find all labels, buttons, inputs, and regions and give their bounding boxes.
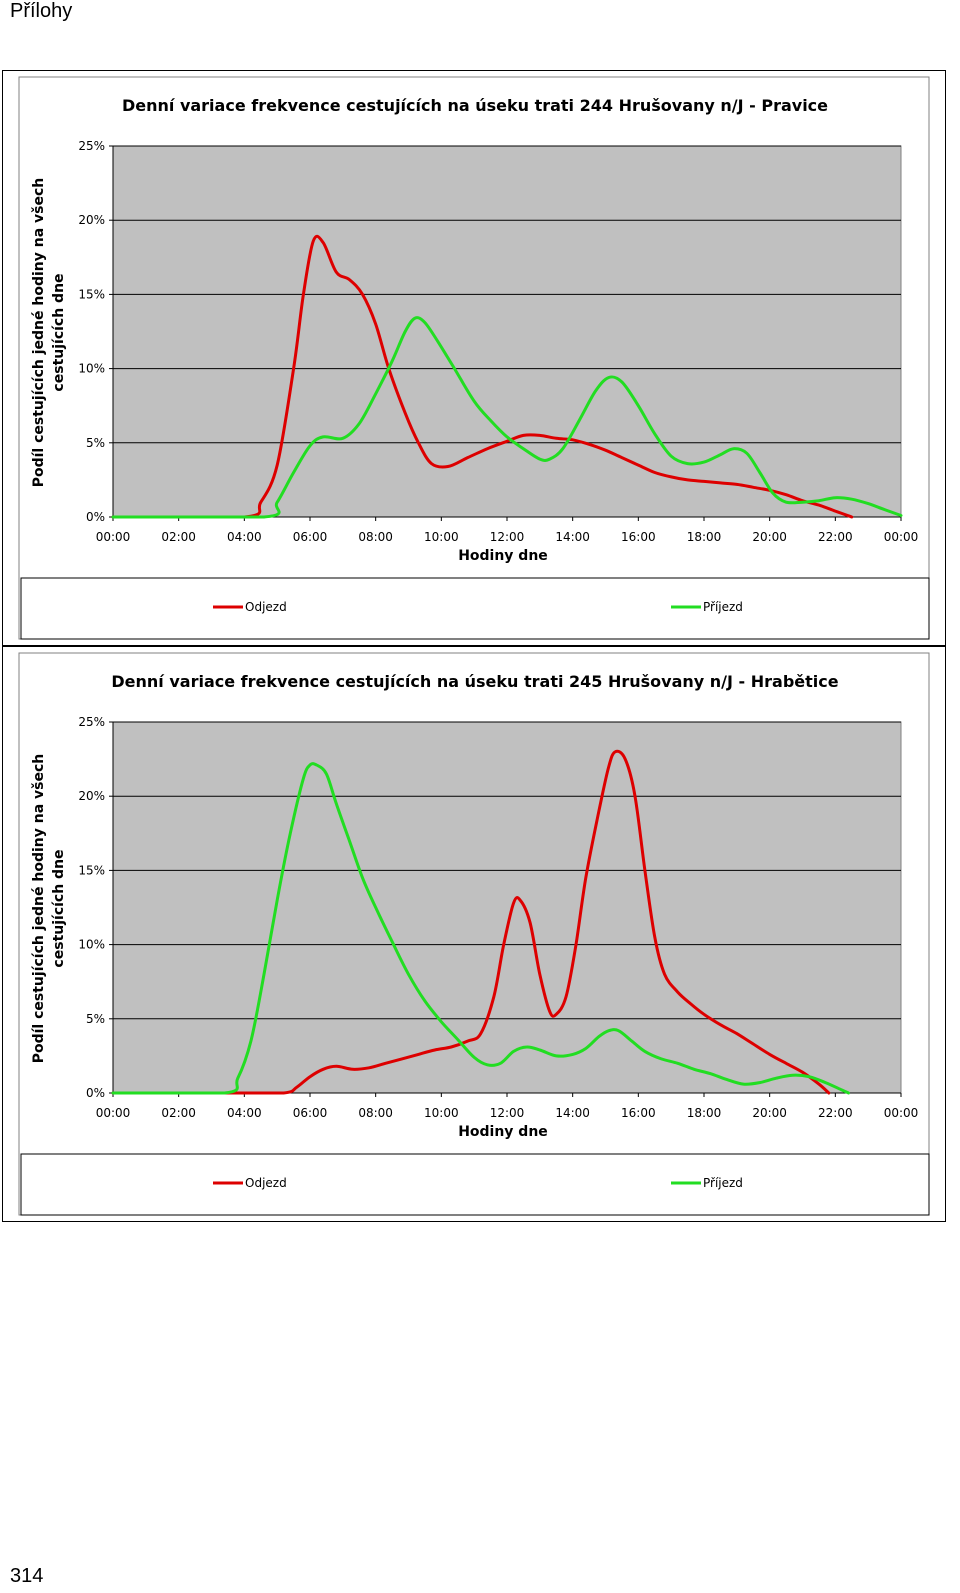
x-tick-label: 04:00	[227, 530, 262, 544]
series-line-odjezd	[111, 234, 854, 519]
series-line-prijezd	[111, 316, 903, 519]
y-axis-title: Podíl cestujících jedné hodiny na všech	[31, 178, 47, 488]
y-tick-label: 5%	[86, 436, 105, 450]
y-tick-label: 15%	[78, 863, 105, 877]
legend-label: Odjezd	[245, 1176, 287, 1190]
x-tick-label: 06:00	[293, 530, 328, 544]
x-tick-label: 22:00	[818, 1106, 853, 1120]
legend-label: Příjezd	[703, 1176, 743, 1190]
x-tick-label: 00:00	[884, 530, 919, 544]
chart-244: Denní variace frekvence cestujících na ú…	[18, 76, 930, 640]
y-tick-label: 5%	[86, 1012, 105, 1026]
y-axis-title: cestujících dne	[51, 849, 67, 967]
y-tick-label: 20%	[78, 213, 105, 227]
y-tick-label: 10%	[78, 362, 105, 376]
chart-title: Denní variace frekvence cestujících na ú…	[122, 96, 828, 115]
x-tick-label: 02:00	[161, 1106, 196, 1120]
x-tick-label: 08:00	[358, 1106, 393, 1120]
y-tick-label: 25%	[78, 139, 105, 153]
x-tick-label: 00:00	[96, 530, 131, 544]
plot-area	[112, 721, 902, 1094]
x-tick-label: 10:00	[424, 530, 459, 544]
y-axis-title: Podíl cestujících jedné hodiny na všech	[31, 754, 47, 1064]
x-tick-label: 12:00	[490, 530, 525, 544]
x-tick-label: 14:00	[555, 530, 590, 544]
x-tick-label: 16:00	[621, 1106, 656, 1120]
x-tick-label: 04:00	[227, 1106, 262, 1120]
y-axis-title: cestujících dne	[51, 273, 67, 391]
legend-label: Odjezd	[245, 600, 287, 614]
legend	[20, 577, 930, 640]
x-axis-title: Hodiny dne	[458, 548, 548, 564]
series-line-odjezd	[111, 749, 831, 1095]
x-tick-label: 12:00	[490, 1106, 525, 1120]
page-number: 314	[10, 1565, 44, 1587]
x-tick-label: 00:00	[96, 1106, 131, 1120]
page-header: Přílohy	[10, 0, 73, 22]
x-tick-label: 02:00	[161, 530, 196, 544]
legend-label: Příjezd	[703, 600, 743, 614]
x-tick-label: 18:00	[687, 1106, 722, 1120]
x-tick-label: 20:00	[752, 530, 787, 544]
chart-frame-245: Denní variace frekvence cestujících na ú…	[2, 646, 946, 1222]
y-tick-label: 0%	[86, 1086, 105, 1100]
series-line-prijezd	[111, 762, 850, 1095]
chart-frame-244: Denní variace frekvence cestujících na ú…	[2, 70, 946, 646]
x-tick-label: 14:00	[555, 1106, 590, 1120]
x-tick-label: 18:00	[687, 530, 722, 544]
chart-title: Denní variace frekvence cestujících na ú…	[111, 672, 838, 691]
x-tick-label: 10:00	[424, 1106, 459, 1120]
chart-245: Denní variace frekvence cestujících na ú…	[18, 652, 930, 1216]
x-tick-label: 06:00	[293, 1106, 328, 1120]
x-tick-label: 16:00	[621, 530, 656, 544]
x-axis-title: Hodiny dne	[458, 1124, 548, 1140]
x-tick-label: 08:00	[358, 530, 393, 544]
x-tick-label: 20:00	[752, 1106, 787, 1120]
plot-area	[112, 145, 902, 518]
y-tick-label: 25%	[78, 715, 105, 729]
y-tick-label: 15%	[78, 287, 105, 301]
x-tick-label: 22:00	[818, 530, 853, 544]
x-tick-label: 00:00	[884, 1106, 919, 1120]
y-tick-label: 0%	[86, 510, 105, 524]
legend	[20, 1153, 930, 1216]
y-tick-label: 20%	[78, 789, 105, 803]
y-tick-label: 10%	[78, 938, 105, 952]
